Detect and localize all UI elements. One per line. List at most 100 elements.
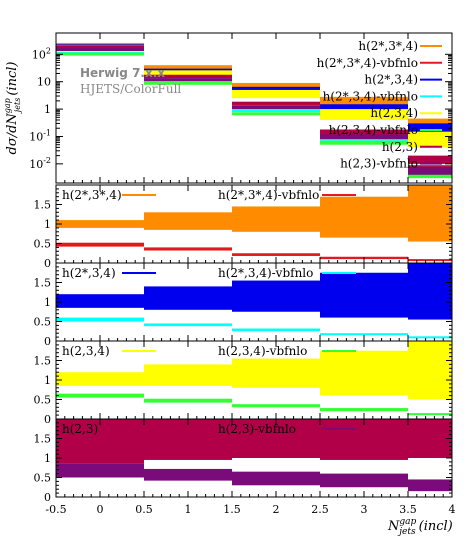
- ratio-ytick-label-0-3: 1.5: [34, 199, 52, 212]
- main-panel: 10-2 10-1 1 10 102 Herwig 7.x.x HJETS/ColorFul…: [3, 32, 453, 184]
- xtick-label-5: 2: [273, 503, 280, 516]
- main-band-4-2: [232, 89, 320, 99]
- ratio-legend-label-0-1: h(2*,3*,4)-vbfnlo: [218, 188, 319, 202]
- ratio-ytick-label-1-3: 1.5: [34, 277, 52, 290]
- ratio-panel-3: 0 0.5 1 1.5 h(2,3) h(2,3)-vbfnlo: [34, 418, 453, 504]
- ratio-band-1-1-3: [320, 333, 408, 336]
- main-series-6: [56, 45, 452, 164]
- ratio-band-0-0-0: [56, 220, 144, 228]
- ratio-band-1-0-1: [144, 286, 232, 310]
- main-band-7-0: [56, 48, 144, 52]
- ratio-band-3-1-3: [320, 473, 408, 488]
- ratio-band-0-1-0: [56, 242, 144, 247]
- ratio-band-2-1-4: [408, 413, 452, 416]
- main-ytick-label-2: 1: [44, 103, 51, 116]
- ratio-band-1-1-4: [408, 336, 452, 339]
- ratio-ytick-label-2-1: 0.5: [34, 394, 52, 407]
- ratio-band-1-0-2: [232, 280, 320, 312]
- main-legend-label-3: h(2*,3,4)-vbfnlo: [323, 89, 418, 103]
- ratio-ytick-label-3-2: 1: [44, 452, 51, 465]
- main-legend-label-6: h(2,3): [382, 140, 418, 154]
- ratio-band-3-1-2: [232, 471, 320, 486]
- main-band-4-4: [408, 131, 452, 148]
- ratio-band-1-1-1: [144, 323, 232, 327]
- ratio-band-2-1-1: [144, 398, 232, 403]
- main-band-6-4: [408, 155, 452, 164]
- ratio-band-3-1-0: [56, 463, 144, 478]
- main-series-5: [56, 52, 452, 179]
- ratio-band-2-1-3: [320, 408, 408, 412]
- main-legend-label-2: h(2*,3,4): [364, 73, 418, 87]
- ratio-ytick-label-3-3: 1.5: [34, 433, 52, 446]
- ratio-band-1-0-3: [320, 272, 408, 318]
- ratio-band-1-1-2: [232, 328, 320, 332]
- ratio-band-1-1-0: [56, 317, 144, 322]
- ratio-ytick-label-1-2: 1: [44, 296, 51, 309]
- ratio-band-3-1-1: [144, 468, 232, 481]
- ratio-band-0-0-1: [144, 212, 232, 230]
- ratio-legend-label-1-0: h(2*,3,4): [62, 266, 116, 280]
- ratio-band-2-0-2: [232, 358, 320, 388]
- ratio-band-3-0-2: [232, 419, 320, 458]
- xtick-label-7: 3: [361, 503, 368, 516]
- main-band-1-2: [232, 104, 320, 108]
- main-band-7-1: [144, 78, 232, 82]
- main-band-6-2: [232, 101, 320, 105]
- main-band-7-2: [232, 105, 320, 110]
- xtick-label-0: -0.5: [45, 503, 66, 516]
- ratio-legend-label-2-0: h(2,3,4): [62, 344, 110, 358]
- main-band-3-3: [320, 137, 408, 141]
- main-band-6-0: [56, 45, 144, 49]
- x-axis-label: Ngap jets (incl): [387, 517, 453, 537]
- ratio-ytick-label-2-2: 1: [44, 374, 51, 387]
- xtick-label-6: 2.5: [311, 503, 329, 516]
- main-band-5-1: [144, 81, 232, 85]
- main-band-5-4: [408, 172, 452, 179]
- ratio-band-1-0-4: [408, 263, 452, 320]
- generator-sublabel: HJETS/ColorFull: [80, 82, 181, 96]
- main-band-6-1: [144, 75, 232, 79]
- main-series-7: [56, 48, 452, 175]
- xtick-label-2: 0.5: [135, 503, 153, 516]
- ratio-ytick-label-3-1: 0.5: [34, 472, 52, 485]
- ratio-band-2-0-1: [144, 364, 232, 386]
- ratio-ytick-label-2-0: 0: [44, 413, 51, 426]
- ratio-band-3-0-3: [320, 419, 408, 460]
- main-band-7-3: [320, 134, 408, 140]
- main-ytick-label-3: 10: [37, 76, 51, 89]
- main-band-4-1: [144, 70, 232, 75]
- main-ytick-label-1: 10-1: [29, 128, 51, 143]
- xtick-label-8: 3.5: [399, 503, 417, 516]
- ratio-legend-label-1-1: h(2*,3,4)-vbfnlo: [218, 266, 313, 280]
- main-band-3-2: [232, 109, 320, 113]
- ratio-ytick-label-1-0: 0: [44, 335, 51, 348]
- main-band-5-3: [320, 140, 408, 145]
- ratio-ytick-label-1-1: 0.5: [34, 316, 52, 329]
- main-band-5-2: [232, 112, 320, 116]
- ratio-ytick-label-2-3: 1.5: [34, 355, 52, 368]
- main-legend-label-7: h(2,3)-vbfnlo: [340, 157, 418, 171]
- main-frame: [55, 32, 453, 184]
- main-ytick-label-0: 10-2: [29, 156, 51, 171]
- ratio-ytick-label-0-1: 0.5: [34, 238, 52, 251]
- ratio-ytick-label-0-0: 0: [44, 257, 51, 270]
- main-ylabel: dσ/dNgapjets(incl): [3, 62, 22, 155]
- ratio-band-0-1-2: [232, 253, 320, 256]
- ratio-band-0-1-1: [144, 247, 232, 251]
- xtick-label-1: 0: [97, 503, 104, 516]
- main-band-4-3: [320, 109, 408, 120]
- ratio-panel-0: 0 0.5 1 1.5 h(2*,3*,4) h(2*,3*,4)-vbfnlo: [34, 184, 453, 270]
- xtick-label-9: 4: [449, 503, 456, 516]
- generator-label: Herwig 7.x.x: [80, 66, 165, 80]
- ratio-band-3-1-4: [408, 479, 452, 492]
- main-legend-label-1: h(2*,3*,4)-vbfnlo: [317, 56, 418, 70]
- xtick-label-4: 1.5: [223, 503, 241, 516]
- ratio-legend-label-3-0: h(2,3): [62, 422, 98, 436]
- ratio-band-3-0-0: [56, 419, 144, 464]
- ratio-band-3-0-1: [144, 419, 232, 460]
- ratio-band-0-1-4: [408, 259, 452, 262]
- ratio-legend-label-3-1: h(2,3)-vbfnlo: [218, 422, 296, 436]
- main-band-6-3: [320, 129, 408, 135]
